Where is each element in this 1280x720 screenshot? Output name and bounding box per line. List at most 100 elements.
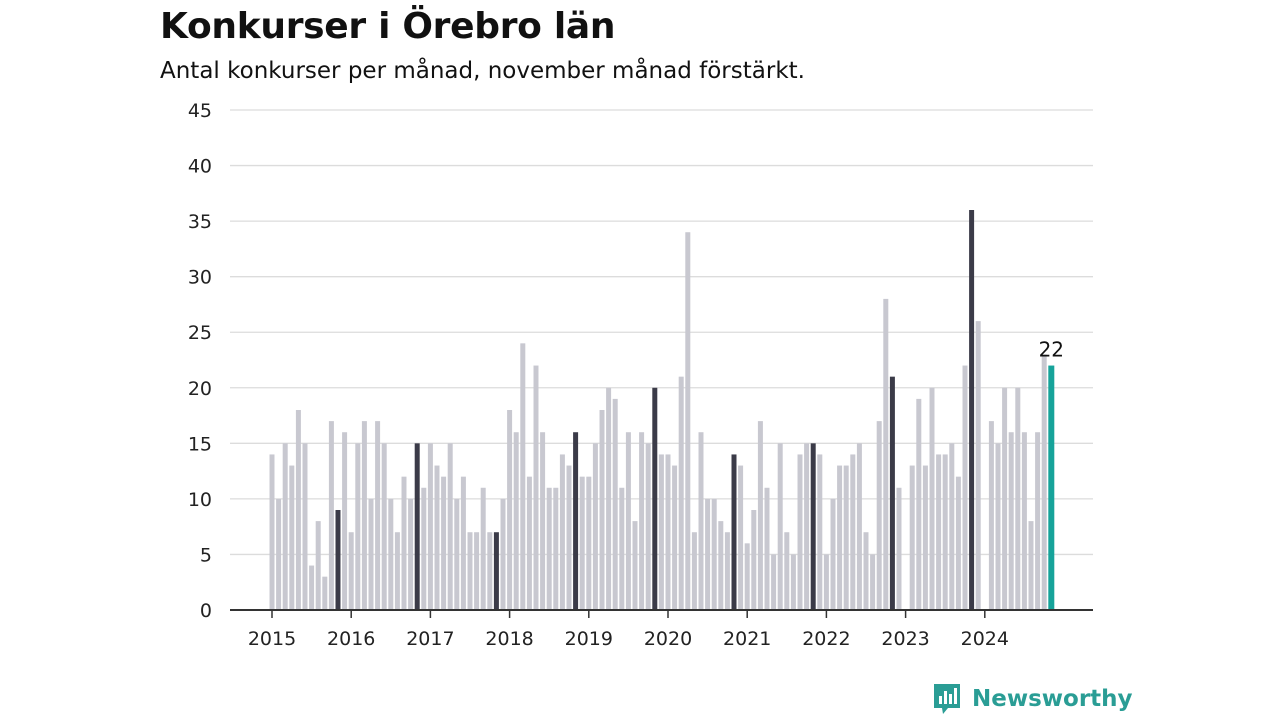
bar: [579, 476, 585, 610]
bar: [401, 476, 407, 610]
x-tick-label: 2024: [961, 628, 1009, 650]
bar: [1035, 432, 1041, 610]
bar: [447, 443, 453, 610]
chart-title: Konkurser i Örebro län: [160, 6, 616, 47]
bar: [546, 487, 552, 610]
bar: [995, 443, 1001, 610]
bar: [606, 387, 612, 610]
bar: [454, 498, 460, 610]
bar: [863, 532, 869, 610]
bar: [289, 465, 295, 610]
y-tick-label: 15: [188, 433, 212, 455]
gridlines: [230, 109, 1093, 556]
bar-november: [493, 532, 499, 610]
bar: [856, 443, 862, 610]
bar: [566, 465, 572, 610]
bar: [474, 532, 480, 610]
bar: [658, 454, 664, 610]
y-tick-label: 35: [188, 211, 212, 233]
latest-value-label: 22: [1039, 338, 1064, 362]
bar-november: [969, 210, 975, 610]
newsworthy-logo-icon: [934, 684, 960, 714]
bar: [672, 465, 678, 610]
bar: [328, 421, 334, 610]
bar: [936, 454, 942, 610]
bar-november: [573, 432, 579, 610]
y-tick-label: 30: [188, 267, 212, 289]
y-tick-label: 5: [200, 544, 212, 566]
chart-subtitle: Antal konkurser per månad, november måna…: [160, 58, 805, 84]
bar-november: [652, 387, 658, 610]
bar-november: [335, 510, 341, 610]
bar: [342, 432, 348, 610]
x-tick-label: 2015: [248, 628, 296, 650]
bar: [381, 443, 387, 610]
bar: [500, 498, 506, 610]
bar: [394, 532, 400, 610]
y-tick-label: 20: [188, 378, 212, 400]
bar: [533, 365, 539, 610]
bar: [843, 465, 849, 610]
bar: [922, 465, 928, 610]
bar: [619, 487, 625, 610]
bar: [790, 554, 796, 610]
bar: [625, 432, 631, 610]
bar: [771, 554, 777, 610]
y-axis-ticks: 0 5 10 15 20 25 30 35 40 45: [188, 100, 212, 622]
bar: [751, 510, 757, 610]
bar: [870, 554, 876, 610]
brand-footer: Newsworthy: [932, 682, 1133, 716]
x-tick-label: 2018: [485, 628, 533, 650]
bar: [507, 410, 513, 610]
bar: [645, 443, 651, 610]
bar: [309, 565, 315, 610]
bar: [896, 487, 902, 610]
bar: [817, 454, 823, 610]
bar: [388, 498, 394, 610]
bar: [540, 432, 546, 610]
bar: [850, 454, 856, 610]
bar: [322, 576, 328, 610]
bar: [955, 476, 961, 610]
bar: [599, 410, 605, 610]
bar: [526, 476, 532, 610]
bar: [1015, 387, 1021, 610]
bar: [685, 232, 691, 610]
bar: [315, 521, 321, 610]
bar: [427, 443, 433, 610]
bar: [487, 532, 493, 610]
y-tick-label: 45: [188, 100, 212, 122]
bar: [909, 465, 915, 610]
bar: [612, 398, 618, 610]
bar: [467, 532, 473, 610]
bar: [441, 476, 447, 610]
bar: [269, 454, 275, 610]
bar: [1021, 432, 1027, 610]
x-tick-label: 2020: [644, 628, 692, 650]
bar: [513, 432, 519, 610]
bar: [711, 498, 717, 610]
bar: [559, 454, 565, 610]
bar: [691, 532, 697, 610]
bar: [639, 432, 645, 610]
brand-name: Newsworthy: [972, 686, 1133, 712]
bar: [553, 487, 559, 610]
y-tick-label: 10: [188, 489, 212, 511]
bar-november: [810, 443, 816, 610]
bar: [784, 532, 790, 610]
bar: [665, 454, 671, 610]
bar: [823, 554, 829, 610]
bar: [302, 443, 308, 610]
y-tick-label: 0: [200, 600, 212, 622]
bar: [375, 421, 381, 610]
bar-november: [414, 443, 420, 610]
x-tick-label: 2023: [881, 628, 929, 650]
bar: [883, 298, 889, 610]
bar: [764, 487, 770, 610]
y-tick-label: 25: [188, 322, 212, 344]
bar: [797, 454, 803, 610]
bar: [1041, 354, 1047, 610]
x-axis: 2015 2016 2017 2018 2019 2020 2021 2022 2023 2024: [230, 609, 1093, 650]
bar: [586, 476, 592, 610]
